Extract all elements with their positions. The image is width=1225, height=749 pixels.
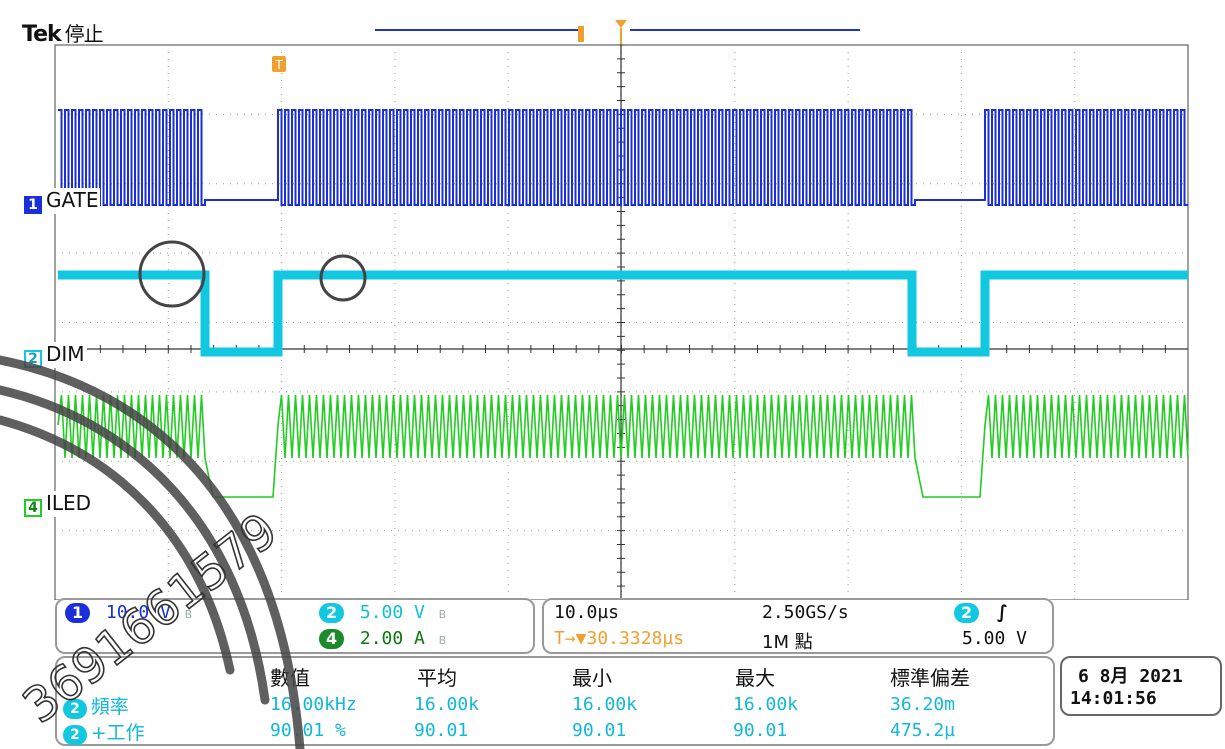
svg-text:T: T: [274, 58, 283, 72]
brand-name: Tek: [22, 22, 62, 47]
meas-row-duty-label: 2 +工作: [63, 718, 145, 745]
trigger-position: T→▼30.3328µs: [554, 628, 685, 649]
meas-duty-mean: 90.01: [414, 720, 469, 741]
ch1-badge: 1: [65, 603, 91, 623]
datetime-panel: 6 8月 2021 14:01:56: [1060, 656, 1222, 716]
meas-frequency-value: 16.00kHz: [270, 694, 357, 715]
ch4-bw-limit: B: [438, 634, 447, 647]
channel-2-marker: 2: [24, 350, 42, 368]
channel-1-marker: 1: [24, 196, 42, 214]
trigger-source-badge: 2: [954, 603, 980, 623]
meas-header-max: 最大: [735, 666, 775, 690]
meas-row-frequency-label: 2 頻率: [63, 692, 129, 719]
meas-header-min: 最小: [572, 666, 612, 690]
vertical-scale-panel[interactable]: 1 10.0 V B 2 5.00 V B 4 2.00 A B: [55, 598, 535, 654]
ch4-badge: 4: [319, 629, 345, 649]
meas-duty-max: 90.01: [733, 720, 788, 741]
meas-frequency-max: 16.00k: [733, 694, 799, 715]
sample-rate: 2.50GS/s: [762, 602, 849, 623]
meas-frequency-min: 16.00k: [572, 694, 638, 715]
time-per-div: 10.0µs: [554, 602, 620, 623]
meas-frequency-mean: 16.00k: [414, 694, 480, 715]
time-display: 14:01:56: [1070, 688, 1157, 709]
channel-label-gate[interactable]: 1 GATE: [22, 188, 101, 214]
timebase-panel[interactable]: 10.0µs 2.50GS/s T→▼30.3328µs 1M 點 2 ∫ 5.…: [542, 598, 1054, 654]
date-display: 6 8月 2021: [1078, 666, 1183, 687]
ch2-bw-limit: B: [438, 608, 447, 621]
waveform-display: T: [54, 20, 1189, 600]
ch1-scale: 10.0 V: [105, 602, 171, 623]
acquisition-state: 停止: [64, 22, 104, 46]
meas-duty-min: 90.01: [572, 720, 627, 741]
measurements-panel[interactable]: 數值 平均 最小 最大 標準偏差 2 頻率 16.00kHz 16.00k 16.…: [55, 656, 1055, 746]
ch1-bw-limit: B: [184, 608, 193, 621]
channel-4-name: ILED: [46, 491, 92, 515]
ch4-scale: 2.00 A: [359, 628, 425, 649]
ch2-scale: 5.00 V: [359, 602, 425, 623]
channel-2-name: DIM: [46, 342, 85, 366]
meas-frequency-stddev: 36.20m: [890, 694, 956, 715]
annotation-circle: [138, 240, 206, 308]
ch2-badge: 2: [319, 603, 345, 623]
meas-header-value: 數值: [270, 666, 310, 690]
scope-brand: Tek 停止: [22, 18, 104, 47]
dim-trace: [58, 270, 1188, 357]
meas-duty-value: 90.01 %: [270, 720, 346, 741]
channel-1-name: GATE: [46, 188, 99, 212]
annotation-circle: [319, 254, 367, 302]
trigger-slope-icon: ∫: [996, 602, 1008, 623]
trigger-time-marker[interactable]: T: [272, 56, 286, 72]
channel-4-marker: 4: [24, 499, 42, 517]
gate-trace: [58, 109, 1188, 206]
channel-label-iled[interactable]: 4 ILED: [22, 491, 94, 517]
trigger-level: 5.00 V: [962, 628, 1028, 649]
meas-duty-stddev: 475.2µ: [890, 720, 956, 741]
channel-label-dim[interactable]: 2 DIM: [22, 342, 87, 368]
meas-header-mean: 平均: [417, 666, 457, 690]
meas-header-stddev: 標準偏差: [890, 666, 970, 690]
record-length: 1M 點: [762, 632, 813, 653]
